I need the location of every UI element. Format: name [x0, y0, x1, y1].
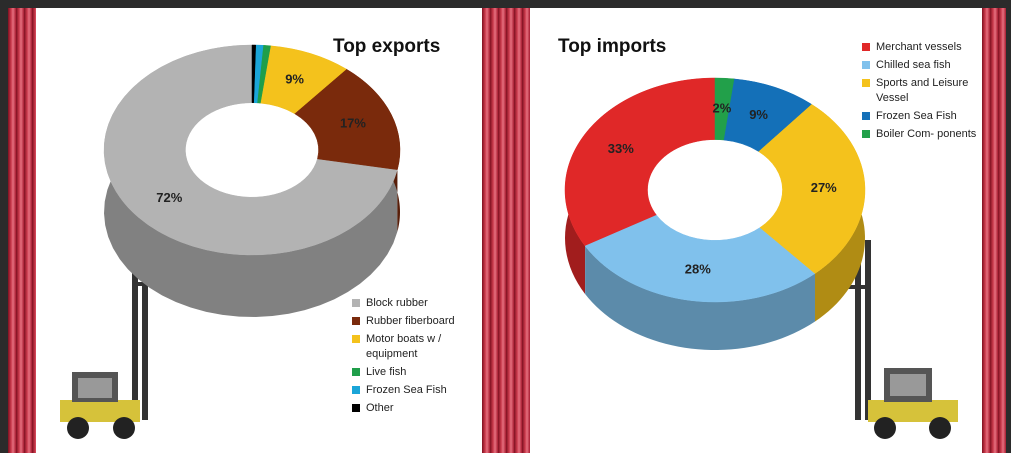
legend-item: Rubber fiberboard: [352, 314, 472, 329]
legend-label: Other: [366, 402, 394, 414]
legend-swatch: [352, 299, 360, 307]
chart-title: Top exports: [333, 36, 441, 57]
legend-label: Merchant vessels: [876, 41, 962, 53]
chart-title: Top imports: [558, 36, 667, 57]
legend-label: Block rubber: [366, 297, 428, 309]
forklift: [848, 240, 958, 439]
donut-hole: [185, 102, 319, 198]
legend-item: Block rubber: [352, 296, 472, 311]
legend: Merchant vessels Chilled sea fish Sports a…: [862, 40, 982, 145]
legend-label: Chilled sea fish: [876, 59, 951, 71]
legend: Block rubber Rubber fiberboard Motor boats…: [352, 296, 472, 419]
legend-swatch: [352, 368, 360, 376]
slice-side: [585, 246, 816, 350]
legend-swatch: [862, 79, 870, 87]
legend-swatch: [862, 61, 870, 69]
legend-item: Boiler Com- ponents: [862, 127, 982, 142]
legend-swatch: [352, 317, 360, 325]
legend-swatch: [352, 386, 360, 394]
slice: [757, 103, 866, 274]
donut-hole: [647, 139, 783, 241]
curtain: [982, 8, 1006, 453]
donut: [564, 77, 866, 350]
legend-label: Frozen Sea Fish: [876, 110, 957, 122]
donut-tops: [564, 77, 866, 303]
legend-item: Frozen Sea Fish: [862, 109, 982, 124]
legend-label: Boiler Com- ponents: [876, 128, 977, 140]
data-label: 9%: [285, 72, 304, 87]
legend-item: Sports and Leisure Vessel: [862, 76, 982, 106]
legend-swatch: [862, 112, 870, 120]
slice: [714, 77, 735, 141]
slice: [564, 77, 716, 247]
data-label: 72%: [156, 190, 182, 205]
curtain: [8, 8, 36, 453]
legend-item: Live fish: [352, 365, 472, 380]
legend-label: Sports and Leisure Vessel: [876, 77, 969, 104]
data-label: 9%: [749, 107, 768, 122]
legend-swatch: [862, 43, 870, 51]
forklift: [60, 270, 168, 439]
donut: [103, 44, 401, 317]
data-label: 2%: [712, 100, 731, 115]
legend-item: Merchant vessels: [862, 40, 982, 55]
legend-label: Live fish: [366, 366, 407, 378]
legend-item: Chilled sea fish: [862, 58, 982, 73]
data-label: 33%: [608, 141, 634, 156]
curtain: [482, 8, 530, 453]
legend-label: Motor boats w / equipment: [366, 333, 442, 360]
donut-tops: [103, 44, 401, 256]
legend-label: Rubber fiberboard: [366, 315, 455, 327]
slice: [103, 44, 398, 256]
data-label: 27%: [811, 180, 837, 195]
slice: [294, 68, 401, 170]
data-label: 17%: [340, 116, 366, 131]
slice: [584, 214, 816, 303]
legend-swatch: [862, 130, 870, 138]
legend-swatch: [352, 335, 360, 343]
legend-item: Motor boats w / equipment: [352, 332, 472, 362]
legend-swatch: [352, 404, 360, 412]
slice: [251, 44, 256, 104]
legend-item: Other: [352, 401, 472, 416]
legend-label: Frozen Sea Fish: [366, 384, 447, 396]
legend-item: Frozen Sea Fish: [352, 383, 472, 398]
data-label: 28%: [685, 262, 711, 277]
